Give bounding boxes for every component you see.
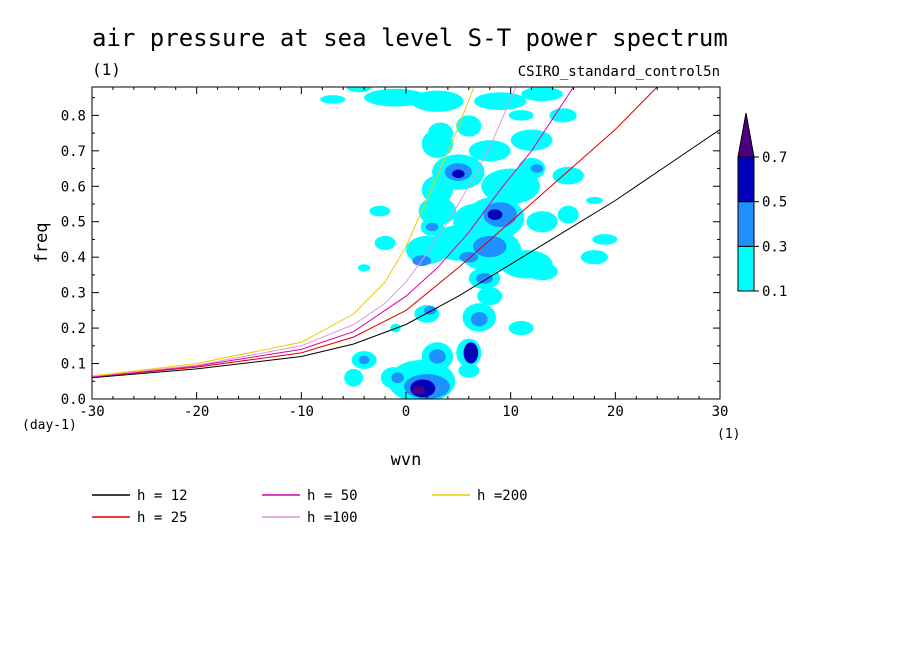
contour-blob-45 [476, 273, 493, 284]
legend-label-1: h = 25 [137, 510, 188, 526]
dispersion-line-100 [92, 87, 517, 377]
y-tick-label-1: 0.1 [61, 357, 86, 373]
contour-blob-46 [477, 287, 503, 306]
x-axis-label: wvn [391, 450, 422, 470]
contour-blob-3 [346, 87, 372, 93]
units-label: (1) [92, 60, 121, 79]
y-tick-label-5: 0.5 [61, 215, 86, 231]
contour-blob-39 [459, 251, 479, 263]
contour-blob-20 [552, 166, 584, 185]
contour-blob-60 [391, 372, 404, 384]
contour-blob-4 [474, 92, 527, 111]
x-tick-label-5: 20 [607, 404, 624, 420]
contour-blob-21 [418, 196, 457, 226]
contour-blob-41 [526, 262, 558, 281]
contour-blob-2 [411, 90, 464, 112]
colorbar-label-2: 0.5 [762, 195, 787, 211]
contour-blob-62 [358, 355, 370, 365]
legend-label-3: h =100 [307, 510, 358, 526]
contour-blob-19 [530, 164, 544, 173]
contour-blob-56 [412, 385, 425, 395]
contour-blob-66 [458, 363, 480, 378]
x-tick-label-6: 30 [712, 404, 729, 420]
colorbar-label-1: 0.3 [762, 239, 787, 255]
contour-blob-32 [369, 205, 391, 217]
contour-blob-28 [526, 211, 558, 233]
legend-label-2: h = 50 [307, 488, 358, 504]
dispersion-line-12 [92, 129, 720, 379]
colorbar-band-0 [737, 245, 755, 292]
contour-blob-5 [521, 87, 563, 102]
contour-blob-12 [510, 129, 553, 151]
contour-blob-31 [586, 196, 603, 204]
contour-blob-1 [364, 88, 427, 107]
contour-blob-6 [549, 108, 577, 123]
contour-blob-33 [374, 235, 396, 251]
x-tick-label-0: -30 [79, 404, 104, 420]
legend: h = 12 h = 25 h = 50 h =100 h =200 [92, 488, 528, 526]
chart-title: air pressure at sea level S-T power spec… [92, 24, 728, 52]
contour-blob-58 [429, 349, 446, 364]
contour-blob-52 [508, 321, 534, 336]
contour-blob-43 [357, 264, 371, 272]
contour-blob-29 [557, 205, 579, 224]
dispersion-line-25 [92, 87, 658, 378]
y-tick-label-3: 0.3 [61, 286, 86, 302]
contour-blob-7 [508, 110, 534, 121]
dispersion-line-200 [92, 87, 475, 377]
contour-blob-15 [452, 169, 465, 179]
contour-blob-37 [472, 235, 507, 258]
contour-blob-48 [470, 312, 488, 327]
x-tick-label-1: -20 [184, 404, 209, 420]
y-tick-label-2: 0.2 [61, 321, 86, 337]
x-tick-label-4: 10 [502, 404, 519, 420]
dispersion-line-50 [92, 87, 574, 378]
contour-blob-50 [423, 306, 437, 315]
y-tick-label-4: 0.4 [61, 250, 86, 266]
legend-label-4: h =200 [477, 488, 528, 504]
dispersion-curves [92, 87, 720, 379]
contour-blob-63 [344, 368, 364, 387]
colorbar-label-3: 0.7 [762, 150, 787, 166]
colorbar-band-2 [737, 156, 755, 203]
contour-blob-27 [425, 222, 439, 232]
colorbar-band-1 [737, 201, 755, 247]
contour-blob-16 [421, 175, 454, 204]
x-tick-label-2: -10 [289, 404, 314, 420]
y-tick-label-6: 0.6 [61, 179, 86, 195]
y-tick-label-7: 0.7 [61, 144, 86, 160]
y-axis-units: (day-1) [22, 418, 77, 433]
contour-blob-9 [456, 115, 482, 137]
contour-blob-10 [421, 129, 454, 158]
y-tick-label-0: 0.0 [61, 392, 86, 408]
model-label: CSIRO_standard_control5n [518, 64, 720, 80]
legend-label-0: h = 12 [137, 488, 188, 504]
colorbar-label-0: 0.1 [762, 284, 787, 300]
contour-blob-42 [580, 250, 609, 265]
contour-blob-11 [468, 140, 511, 162]
axes: -30 -20 -10 0 10 20 30 0.0 0.1 0.2 0.3 0.4 0.5 0.6 0.7… [61, 87, 729, 420]
colorbar: 0.1 0.3 0.5 0.7 [737, 112, 787, 300]
contour-blob-25 [487, 209, 503, 220]
contour-field [320, 87, 618, 399]
contour-blob-30 [592, 234, 618, 245]
y-tick-label-8: 0.8 [61, 108, 86, 124]
colorbar-extension [737, 112, 755, 158]
x-tick-label-3: 0 [402, 404, 410, 420]
contour-blob-65 [463, 342, 479, 364]
y-axis-label: freq [32, 223, 52, 264]
x-axis-units: (1) [717, 427, 740, 442]
contour-blob-0 [320, 95, 346, 104]
